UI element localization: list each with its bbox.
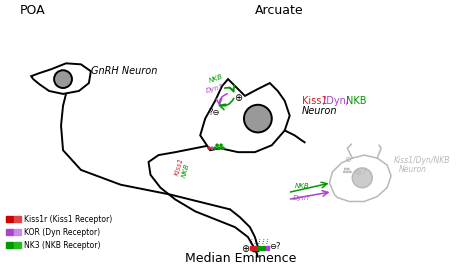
Text: ⊖?: ⊖?	[269, 242, 280, 251]
Text: /Dyn/: /Dyn/	[323, 96, 350, 106]
Circle shape	[346, 171, 349, 173]
Text: Kiss1/Dyn/NKB: Kiss1/Dyn/NKB	[394, 156, 451, 165]
Circle shape	[347, 168, 350, 170]
Polygon shape	[31, 63, 91, 94]
Text: ⊕: ⊕	[344, 155, 351, 164]
Text: KOR (Dyn Receptor): KOR (Dyn Receptor)	[24, 228, 100, 237]
Text: NKB: NKB	[295, 183, 310, 189]
Circle shape	[210, 146, 214, 150]
Bar	[254, 246, 257, 250]
Circle shape	[219, 143, 223, 147]
Text: NK3 (NKB Receptor): NK3 (NKB Receptor)	[24, 241, 101, 250]
Text: ⊖: ⊖	[354, 168, 361, 177]
Bar	[266, 246, 269, 250]
Text: ⊕: ⊕	[234, 93, 242, 103]
Text: Neuron: Neuron	[399, 165, 427, 174]
Circle shape	[352, 168, 372, 188]
Text: ?: ?	[361, 168, 366, 177]
Bar	[262, 246, 265, 250]
Bar	[14, 242, 21, 248]
Circle shape	[207, 146, 211, 150]
Bar	[14, 216, 21, 222]
Text: Median Eminence: Median Eminence	[185, 252, 297, 265]
Text: NKB: NKB	[208, 73, 224, 84]
Polygon shape	[329, 155, 391, 201]
Polygon shape	[200, 79, 290, 152]
Circle shape	[54, 70, 72, 88]
Text: Dyn?: Dyn?	[292, 194, 310, 200]
Circle shape	[244, 105, 272, 132]
Text: ⊕: ⊕	[241, 244, 249, 254]
Text: NKB: NKB	[182, 162, 191, 178]
Text: Kiss1r (Kiss1 Receptor): Kiss1r (Kiss1 Receptor)	[24, 215, 112, 224]
Bar	[6, 242, 13, 248]
Circle shape	[221, 146, 225, 150]
Circle shape	[343, 171, 346, 173]
Circle shape	[217, 146, 221, 150]
Circle shape	[344, 168, 347, 170]
Text: Kiss1: Kiss1	[301, 96, 327, 106]
Bar	[250, 246, 254, 250]
Circle shape	[349, 171, 352, 173]
Bar	[258, 246, 261, 250]
Text: GnRH Neuron: GnRH Neuron	[91, 66, 157, 76]
Text: ?⊖: ?⊖	[208, 108, 219, 117]
Text: Kiss1: Kiss1	[174, 157, 185, 176]
Bar	[6, 216, 13, 222]
Text: NKB: NKB	[346, 96, 367, 106]
Bar	[6, 229, 13, 235]
Text: Neuron: Neuron	[301, 106, 337, 116]
Text: Arcuate: Arcuate	[255, 4, 303, 17]
Text: Dyn?: Dyn?	[205, 84, 224, 94]
Circle shape	[215, 143, 219, 147]
Bar	[14, 229, 21, 235]
Circle shape	[213, 146, 217, 150]
Text: POA: POA	[19, 4, 45, 17]
